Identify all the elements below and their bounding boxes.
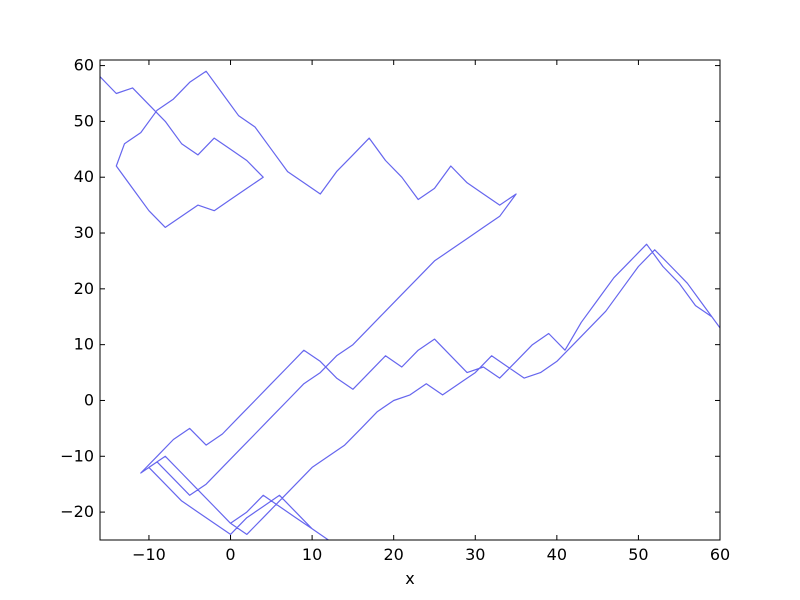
y-tick-label: 30 — [74, 223, 94, 242]
y-tick-label: −20 — [60, 502, 94, 521]
y-tick-label: −10 — [60, 446, 94, 465]
plot-frame — [99, 59, 721, 541]
x-tick-label: 60 — [710, 545, 730, 564]
y-tick-label: 40 — [74, 167, 94, 186]
x-tick-label: 0 — [225, 545, 235, 564]
x-tick-label: 50 — [628, 545, 648, 564]
series-line-0 — [100, 70, 720, 540]
y-tick-label: 0 — [84, 390, 94, 409]
y-tick-label: 10 — [74, 335, 94, 354]
x-tick-label: 30 — [465, 545, 485, 564]
x-tick-label: 20 — [384, 545, 404, 564]
y-tick-label: 20 — [74, 279, 94, 298]
x-axis-title: x — [405, 569, 414, 588]
y-axis-ticks: −20 −10 0 10 20 30 40 50 60 — [60, 56, 720, 521]
x-axis-ticks: −10 0 10 20 30 40 50 60 — [132, 60, 730, 564]
series-layer — [100, 70, 720, 540]
plot-background — [100, 60, 720, 540]
y-tick-label: 60 — [74, 56, 94, 75]
y-tick-label: 50 — [74, 111, 94, 130]
x-tick-label: 40 — [547, 545, 567, 564]
x-tick-label: 10 — [302, 545, 322, 564]
x-tick-label: −10 — [132, 545, 166, 564]
